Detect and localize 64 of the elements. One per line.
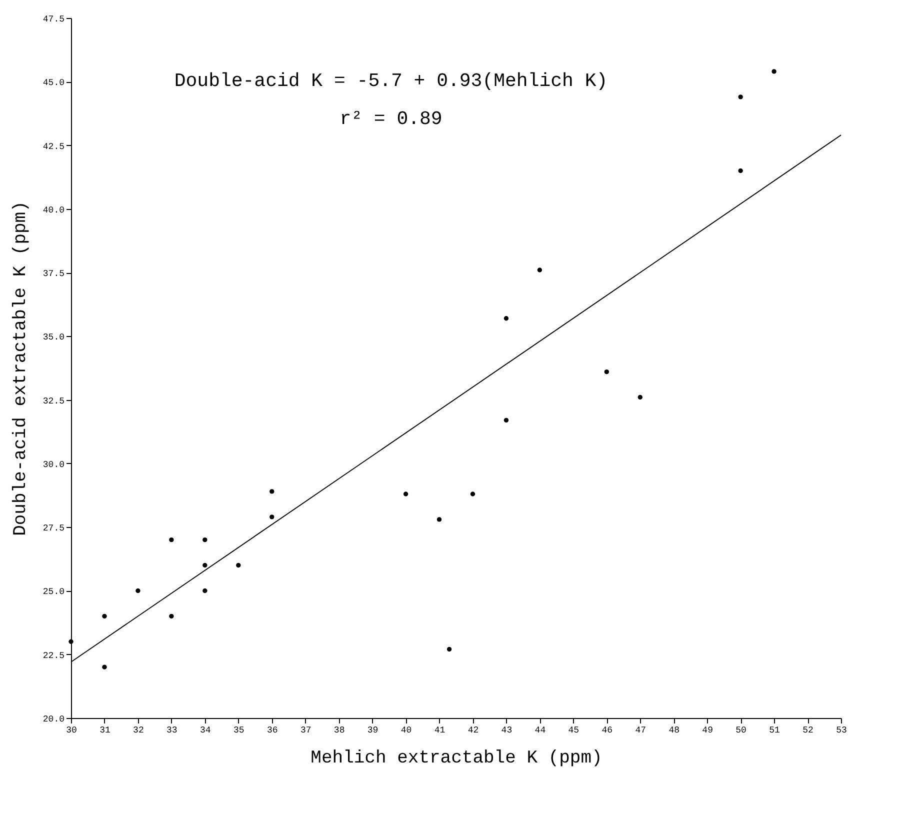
y-tick-label: 40.0 — [42, 205, 64, 216]
point — [638, 394, 642, 400]
x-tick-label: 38 — [334, 726, 345, 736]
y-tick-label: 42.5 — [42, 142, 64, 152]
point — [169, 614, 174, 619]
point — [772, 69, 776, 74]
x-tick-label: 43 — [501, 726, 512, 736]
y-axis-title: Double-acid extractable K (ppm) — [10, 201, 31, 536]
point — [202, 562, 208, 568]
x-tick-label: 39 — [367, 726, 378, 736]
y-tick-label: 22.5 — [42, 650, 64, 661]
annotation: Double-acid K = -5.7 + 0.93(Mehlich K) — [174, 70, 608, 92]
x-tick-label: 42 — [468, 726, 479, 736]
point — [270, 514, 274, 520]
point — [604, 369, 609, 374]
x-tick-label: 30 — [66, 726, 77, 736]
x-tick-label: 41 — [434, 726, 446, 736]
x-tick-label: 40 — [400, 726, 412, 736]
point — [504, 418, 509, 423]
point — [470, 492, 476, 496]
x-axis-title: Mehlich extractable K (ppm) — [310, 748, 602, 768]
point — [169, 537, 174, 542]
x-tick-label: 32 — [133, 726, 144, 736]
y-tick-label: 37.5 — [42, 269, 64, 280]
x-tick-label: 37 — [300, 726, 312, 736]
x-tick-label: 33 — [166, 726, 178, 736]
x-tick-label: 52 — [802, 726, 814, 736]
y-tick-label: 47.5 — [42, 14, 64, 24]
y-tick-label: 30.0 — [42, 460, 64, 470]
point — [270, 489, 274, 494]
point — [537, 268, 542, 272]
x-tick-label: 49 — [702, 726, 713, 736]
point — [68, 639, 74, 644]
point — [236, 562, 241, 568]
x-tick-label: 44 — [534, 726, 546, 736]
x-tick-label: 45 — [568, 726, 580, 736]
x-tick-label: 53 — [836, 726, 847, 736]
y-tick-label: 27.5 — [42, 524, 64, 534]
point — [738, 94, 743, 100]
annotation: r² = 0.89 — [340, 108, 442, 130]
point — [403, 492, 408, 496]
x-tick-label: 34 — [200, 726, 211, 736]
y-tick-label: 35.0 — [42, 332, 64, 343]
point — [504, 316, 509, 321]
point — [446, 646, 452, 652]
y-tick-label: 32.5 — [42, 396, 64, 406]
point — [436, 517, 442, 522]
point — [102, 614, 107, 619]
x-tick-label: 36 — [266, 726, 278, 736]
point — [102, 664, 107, 670]
point — [202, 588, 208, 594]
x-tick-label: 31 — [100, 726, 110, 736]
x-tick-label: 50 — [736, 726, 746, 736]
x-tick-label: 47 — [635, 726, 646, 736]
x-tick-label: 35 — [233, 726, 244, 736]
x-tick-label: 51 — [769, 726, 780, 736]
y-tick-label: 20.0 — [42, 714, 64, 724]
x-tick-label: 46 — [602, 726, 613, 736]
y-tick-label: 45.0 — [42, 78, 64, 88]
point — [738, 168, 743, 174]
x-tick-label: 48 — [668, 726, 680, 736]
point — [136, 588, 140, 594]
y-tick-label: 25.0 — [42, 587, 64, 598]
point — [202, 537, 208, 542]
